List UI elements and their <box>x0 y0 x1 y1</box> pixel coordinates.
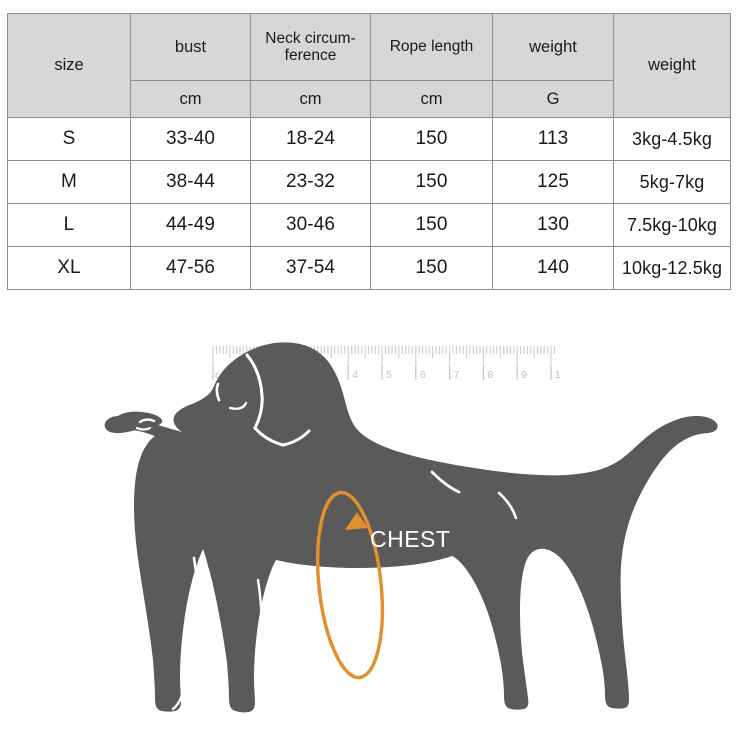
svg-text:6: 6 <box>420 369 426 381</box>
cell-size: XL <box>7 246 131 290</box>
size-table: size bust Neck circum-ference Rope lengt… <box>7 12 731 290</box>
table-row: M 38-44 23-32 150 125 5kg-7kg <box>7 160 731 205</box>
header-unit-rope: cm <box>370 80 493 119</box>
header-unit-bust: cm <box>130 80 251 119</box>
chest-arrow-head <box>345 512 368 530</box>
chest-measure-loop <box>315 490 385 680</box>
svg-text:4: 4 <box>352 369 358 381</box>
cell-weight-g: 130 <box>492 203 614 248</box>
table-row: L 44-49 30-46 150 130 7.5kg-10kg <box>7 203 731 248</box>
cell-size: L <box>7 203 131 248</box>
svg-text:10: 10 <box>555 369 560 381</box>
cell-neck: 18-24 <box>250 117 371 162</box>
cell-neck: 30-46 <box>250 203 371 248</box>
cell-neck: 37-54 <box>250 246 371 290</box>
header-weight-g: weight <box>492 12 614 82</box>
table-header-row-names: size bust Neck circum-ference Rope lengt… <box>7 12 731 119</box>
cell-rope: 150 <box>370 117 493 162</box>
cell-weight-kg: 3kg-4.5kg <box>613 117 731 162</box>
table-header-row-units: cm cm cm G <box>8 80 731 119</box>
size-table-container: size bust Neck circum-ference Rope lengt… <box>7 12 731 290</box>
cell-weight-g: 125 <box>492 160 614 205</box>
cell-weight-kg: 5kg-7kg <box>613 160 731 205</box>
cell-size: M <box>7 160 131 205</box>
header-unit-neck: cm <box>250 80 371 119</box>
header-rope-length: Rope length <box>370 12 493 82</box>
svg-text:7: 7 <box>454 369 460 381</box>
header-weight-kg: weight <box>613 12 731 119</box>
svg-text:5: 5 <box>386 369 392 381</box>
cell-weight-g: 140 <box>492 246 614 290</box>
cell-bust: 38-44 <box>130 160 251 205</box>
cell-rope: 150 <box>370 160 493 205</box>
dog-accent-lines <box>135 353 518 711</box>
cell-weight-kg: 7.5kg-10kg <box>613 203 731 248</box>
cell-bust: 44-49 <box>130 203 251 248</box>
chest-ellipse-dashed <box>315 490 362 680</box>
cell-weight-kg: 10kg-12.5kg <box>613 246 731 290</box>
cell-rope: 150 <box>370 246 493 290</box>
cell-bust: 47-56 <box>130 246 251 290</box>
header-unit-weight: G <box>492 80 614 119</box>
header-neck-circumference: Neck circum-ference <box>250 12 371 82</box>
svg-text:8: 8 <box>487 369 493 381</box>
cell-rope: 150 <box>370 203 493 248</box>
chest-label: CHEST <box>370 526 450 552</box>
cell-size: S <box>7 117 131 162</box>
table-row: XL 47-56 37-54 150 140 10kg-12.5kg <box>7 246 731 290</box>
dog-silhouette-shape <box>104 342 718 713</box>
cell-weight-g: 113 <box>492 117 614 162</box>
header-size: size <box>7 12 131 119</box>
cell-bust: 33-40 <box>130 117 251 162</box>
cell-neck: 23-32 <box>250 160 371 205</box>
table-row: S 33-40 18-24 150 113 3kg-4.5kg <box>7 117 731 162</box>
svg-text:9: 9 <box>521 369 527 381</box>
header-bust: bust <box>130 12 251 82</box>
dog-illustration: CHEST <box>0 300 750 750</box>
